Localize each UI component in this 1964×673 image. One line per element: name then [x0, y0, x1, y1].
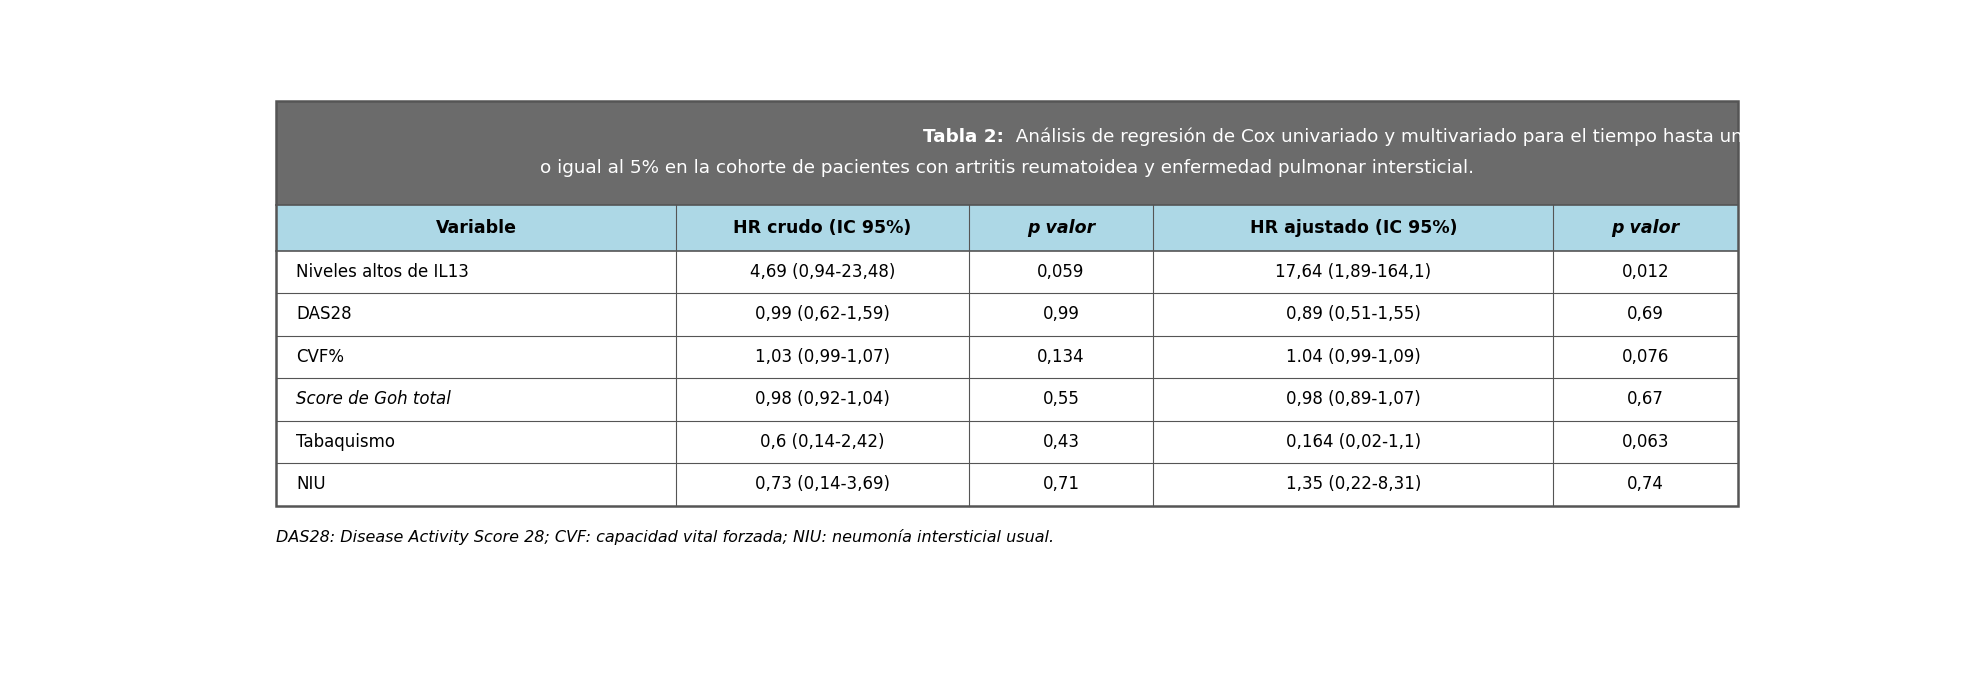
Text: 0,71: 0,71 — [1041, 475, 1078, 493]
Text: 0,69: 0,69 — [1626, 306, 1664, 324]
Text: 0,063: 0,063 — [1620, 433, 1669, 451]
Text: HR crudo (IC 95%): HR crudo (IC 95%) — [733, 219, 911, 237]
Text: p valor: p valor — [1027, 219, 1094, 237]
Text: Tabaquismo: Tabaquismo — [297, 433, 395, 451]
Text: Análisis de regresión de Cox univariado y multivariado para el tiempo hasta una : Análisis de regresión de Cox univariado … — [1004, 127, 1964, 146]
Bar — [275, 251, 1738, 293]
Text: 0,43: 0,43 — [1041, 433, 1078, 451]
Text: DAS28: DAS28 — [297, 306, 352, 324]
Text: 4,69 (0,94-23,48): 4,69 (0,94-23,48) — [750, 263, 896, 281]
Text: 0,012: 0,012 — [1620, 263, 1669, 281]
Text: 0,67: 0,67 — [1626, 390, 1664, 409]
Text: 0,059: 0,059 — [1037, 263, 1084, 281]
Text: 0,98 (0,89-1,07): 0,98 (0,89-1,07) — [1284, 390, 1420, 409]
Bar — [275, 336, 1738, 378]
Bar — [275, 378, 1738, 421]
Text: 0,164 (0,02-1,1): 0,164 (0,02-1,1) — [1284, 433, 1420, 451]
Text: 0,73 (0,14-3,69): 0,73 (0,14-3,69) — [754, 475, 890, 493]
Text: 0,98 (0,92-1,04): 0,98 (0,92-1,04) — [754, 390, 890, 409]
Text: Score de Goh total: Score de Goh total — [297, 390, 450, 409]
Text: 0,99 (0,62-1,59): 0,99 (0,62-1,59) — [754, 306, 890, 324]
Text: 17,64 (1,89-164,1): 17,64 (1,89-164,1) — [1275, 263, 1430, 281]
Text: NIU: NIU — [297, 475, 326, 493]
Bar — [275, 102, 1738, 205]
Text: p valor: p valor — [1610, 219, 1679, 237]
Text: o igual al 5% en la cohorte de pacientes con artritis reumatoidea y enfermedad p: o igual al 5% en la cohorte de pacientes… — [540, 159, 1473, 177]
Text: DAS28: Disease Activity Score 28; CVF: capacidad vital forzada; NIU: neumonía in: DAS28: Disease Activity Score 28; CVF: c… — [275, 529, 1053, 545]
Bar — [275, 102, 1738, 505]
Bar — [275, 293, 1738, 336]
Text: 0,89 (0,51-1,55): 0,89 (0,51-1,55) — [1284, 306, 1420, 324]
Text: CVF%: CVF% — [297, 348, 344, 366]
Text: 1.04 (0,99-1,09): 1.04 (0,99-1,09) — [1284, 348, 1420, 366]
Text: 0,134: 0,134 — [1037, 348, 1084, 366]
Text: 1,03 (0,99-1,07): 1,03 (0,99-1,07) — [754, 348, 890, 366]
Bar — [275, 463, 1738, 505]
Text: 0,076: 0,076 — [1620, 348, 1669, 366]
Text: 0,74: 0,74 — [1626, 475, 1664, 493]
Text: Tabla 2:: Tabla 2: — [923, 128, 1004, 146]
Text: 0,55: 0,55 — [1043, 390, 1078, 409]
Text: 0,6 (0,14-2,42): 0,6 (0,14-2,42) — [760, 433, 884, 451]
Text: HR ajustado (IC 95%): HR ajustado (IC 95%) — [1249, 219, 1457, 237]
Text: Variable: Variable — [436, 219, 517, 237]
Text: 1,35 (0,22-8,31): 1,35 (0,22-8,31) — [1284, 475, 1420, 493]
Text: Niveles altos de IL13: Niveles altos de IL13 — [297, 263, 469, 281]
Bar — [275, 205, 1738, 251]
Text: 0,99: 0,99 — [1043, 306, 1078, 324]
Bar — [275, 421, 1738, 463]
